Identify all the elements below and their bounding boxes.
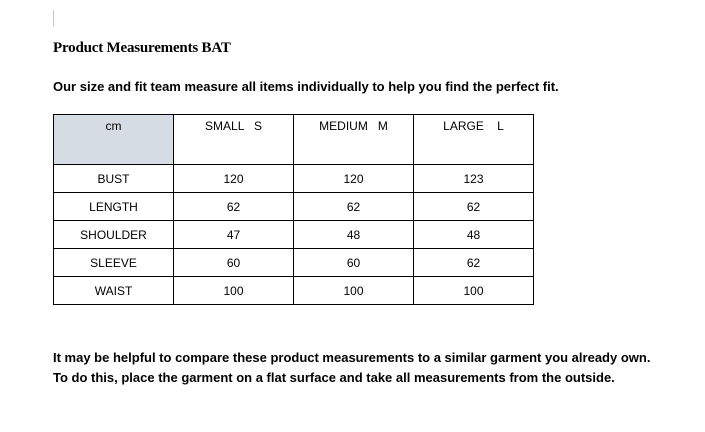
cell: 100 bbox=[293, 276, 414, 305]
table-row: SHOULDER 47 48 48 bbox=[53, 220, 534, 249]
cell: 123 bbox=[413, 164, 534, 193]
row-label: SLEEVE bbox=[53, 248, 174, 277]
page-title: Product Measurements BAT bbox=[53, 40, 231, 56]
cell: 48 bbox=[413, 220, 534, 249]
table-row: LENGTH 62 62 62 bbox=[53, 192, 534, 221]
note-line: To do this, place the garment on a flat … bbox=[53, 370, 615, 385]
cell: 62 bbox=[413, 192, 534, 221]
header-large: LARGE L bbox=[413, 114, 534, 165]
text-cursor bbox=[53, 10, 54, 27]
table-row: BUST 120 120 123 bbox=[53, 164, 534, 193]
header-medium: MEDIUM M bbox=[293, 114, 414, 165]
header-small: SMALL S bbox=[173, 114, 294, 165]
intro-text: Our size and fit team measure all items … bbox=[53, 79, 559, 94]
cell: 62 bbox=[293, 192, 414, 221]
table-row: WAIST 100 100 100 bbox=[53, 276, 534, 305]
cell: 47 bbox=[173, 220, 294, 249]
row-label: SHOULDER bbox=[53, 220, 174, 249]
table-header-row: cm SMALL S MEDIUM M LARGE L bbox=[53, 114, 534, 165]
cell: 60 bbox=[173, 248, 294, 277]
cell: 62 bbox=[413, 248, 534, 277]
cell: 60 bbox=[293, 248, 414, 277]
cell: 120 bbox=[293, 164, 414, 193]
cell: 48 bbox=[293, 220, 414, 249]
header-unit: cm bbox=[53, 114, 174, 165]
cell: 100 bbox=[413, 276, 534, 305]
cell: 120 bbox=[173, 164, 294, 193]
cell: 62 bbox=[173, 192, 294, 221]
note-line: It may be helpful to compare these produ… bbox=[53, 350, 651, 365]
row-label: WAIST bbox=[53, 276, 174, 305]
cell: 100 bbox=[173, 276, 294, 305]
instructions: It may be helpful to compare these produ… bbox=[53, 348, 650, 388]
table-row: SLEEVE 60 60 62 bbox=[53, 248, 534, 277]
row-label: LENGTH bbox=[53, 192, 174, 221]
row-label: BUST bbox=[53, 164, 174, 193]
measurements-table: cm SMALL S MEDIUM M LARGE L BUST 120 120… bbox=[53, 114, 534, 305]
